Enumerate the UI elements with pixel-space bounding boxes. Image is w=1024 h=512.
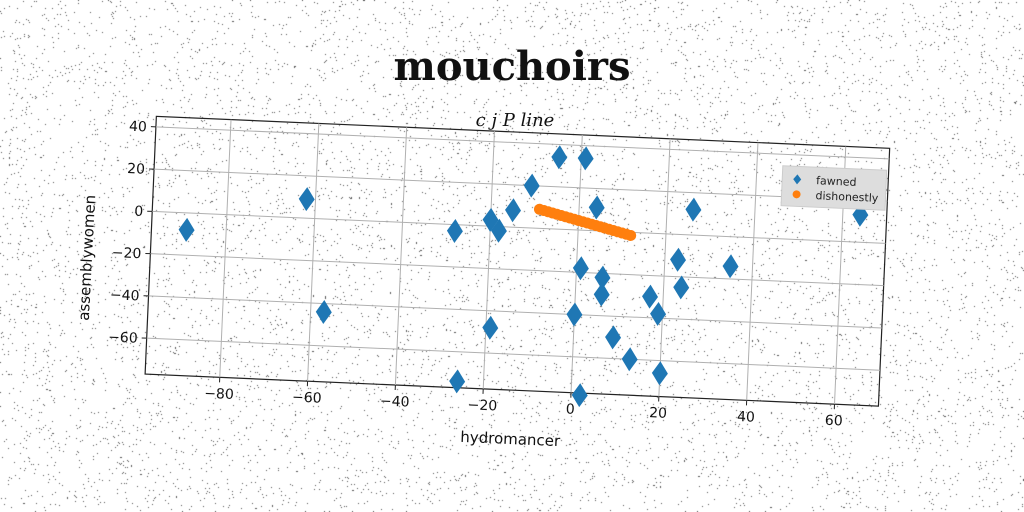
fawned-point <box>482 315 499 340</box>
x-tick-label: 40 <box>737 409 756 426</box>
fawned-point <box>685 197 702 222</box>
x-gridline <box>307 123 320 382</box>
x-tick-label: 0 <box>565 401 575 417</box>
legend-label-fawned: fawned <box>816 174 857 189</box>
x-gridline <box>219 119 232 378</box>
fawned-point <box>605 325 622 350</box>
y-tick-label: 0 <box>134 204 144 220</box>
fawned-point <box>551 145 568 170</box>
x-gridline <box>482 131 495 389</box>
fawned-point <box>571 383 588 408</box>
fawned-point <box>670 247 687 272</box>
fawned-point <box>523 173 540 198</box>
fawned-point <box>572 256 589 281</box>
fawned-point <box>621 347 638 372</box>
fawned-point <box>505 198 522 223</box>
fawned-point <box>651 361 668 386</box>
fawned-point <box>446 218 463 243</box>
y-gridline <box>150 253 884 287</box>
fawned-point <box>449 369 466 394</box>
fawned-point <box>178 217 195 242</box>
y-tick-label: 40 <box>129 119 148 136</box>
fawned-point <box>577 146 594 171</box>
fawned-point <box>482 207 499 232</box>
y-gridline <box>155 126 890 160</box>
legend-marker-fawned <box>793 174 802 185</box>
fawned-point <box>673 275 690 300</box>
legend: fawned dishonestly <box>780 165 888 211</box>
fawned-point <box>315 300 332 325</box>
fawned-point <box>642 284 659 309</box>
x-axis-ticks: −80 −60 −40 −20 0 20 40 60 <box>204 377 843 430</box>
x-tick-label: −80 <box>204 386 234 403</box>
dishonestly-point <box>625 229 637 241</box>
y-gridline <box>148 295 882 329</box>
grid <box>146 119 890 405</box>
legend-label-dishonestly: dishonestly <box>815 189 879 205</box>
fawned-point <box>566 302 583 327</box>
fawned-point <box>594 265 611 290</box>
x-tick-label: −60 <box>292 390 322 407</box>
y-gridline <box>146 337 881 371</box>
x-tick-label: −40 <box>380 393 410 410</box>
x-gridline <box>658 138 671 397</box>
x-tick-label: 60 <box>825 413 844 430</box>
y-tick-label: −60 <box>108 330 138 347</box>
x-axis-label: hydromancer <box>460 428 561 450</box>
y-gridline <box>154 168 888 202</box>
y-axis-ticks: 40 20 0 −20 −40 −60 <box>108 119 156 347</box>
x-gridline <box>394 127 408 386</box>
x-tick-label: 20 <box>649 405 668 422</box>
series-layer <box>178 145 869 408</box>
chart-subtitle: c j P line <box>476 110 555 131</box>
legend-box <box>780 165 888 211</box>
y-gridline <box>152 210 886 244</box>
chart-title: mouchoirs <box>394 43 631 90</box>
fawned-point <box>298 187 315 212</box>
legend-marker-dishonestly <box>792 190 801 199</box>
y-tick-label: −40 <box>110 287 140 304</box>
fawned-point <box>722 254 739 279</box>
x-gridline <box>746 142 759 401</box>
fawned-point <box>588 195 605 220</box>
y-tick-label: −20 <box>111 245 141 262</box>
plot-area: −80 −60 −40 −20 0 20 40 60 40 20 0 −20 −40 −60 fawne… <box>108 115 891 430</box>
fawned-point <box>593 282 610 307</box>
y-axis-label: assemblywomen <box>75 194 100 321</box>
y-tick-label: 20 <box>127 161 146 178</box>
fawned-point <box>490 218 507 243</box>
fawned-point <box>650 301 667 326</box>
x-tick-label: −20 <box>467 397 497 414</box>
axes-frame <box>144 115 891 407</box>
